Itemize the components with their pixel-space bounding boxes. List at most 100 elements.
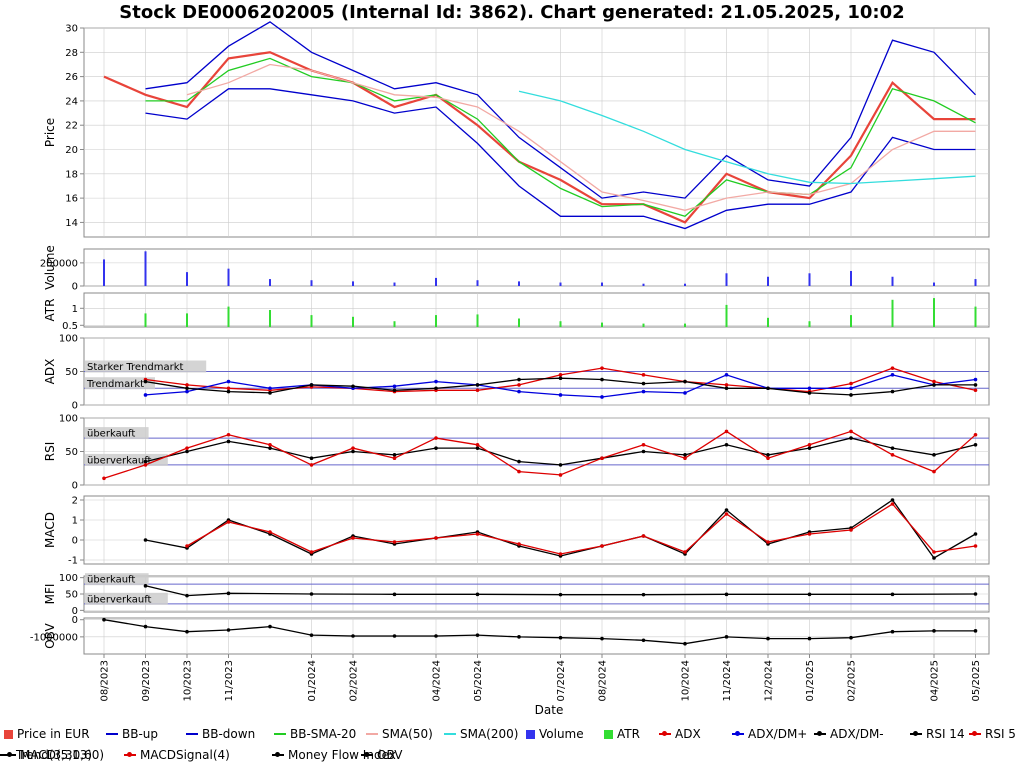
chart-title: Stock DE0006202005 (Internal Id: 3862). … xyxy=(119,2,904,23)
panel-frame-macd xyxy=(83,495,990,565)
ytick-label-volume-1: 200000 xyxy=(40,258,78,269)
panel-rsi: 0 50 100 RSI überkauft überverkauft xyxy=(43,414,990,492)
point-rsi-rsi-14-2 xyxy=(185,449,189,454)
xtick-label-8: 07/2024 xyxy=(556,660,567,702)
ytick-label-atr-0: 0.5 xyxy=(62,321,78,332)
ytick-label-rsi-0: 0 xyxy=(72,481,78,492)
legend-label: ADX xyxy=(675,727,701,741)
point-rsi-rsi-14-9 xyxy=(475,446,480,450)
legend-item: Money Flow Index xyxy=(272,747,396,763)
legend-line xyxy=(366,733,378,735)
point-adx-adx-dm--18 xyxy=(890,373,895,377)
bar-volume-1 xyxy=(144,251,147,286)
bar-volume-11 xyxy=(559,282,562,286)
point-mfi-money-flow-index-6 xyxy=(475,592,480,597)
bar-atr-17 xyxy=(850,315,852,327)
point-obv-obv-3 xyxy=(226,628,231,632)
bar-atr-5 xyxy=(352,316,354,327)
point-macd-macdsignal-4--4 xyxy=(309,550,314,554)
ytick-label-price-0: 14 xyxy=(65,218,78,229)
legend-label: ATR xyxy=(617,727,640,741)
ytick-label-adx-2: 100 xyxy=(59,334,78,345)
point-adx-adx-14 xyxy=(724,383,729,387)
legend-line xyxy=(272,752,284,757)
bar-volume-4 xyxy=(269,279,271,286)
bar-atr-12 xyxy=(642,323,645,327)
legend-label: OBV xyxy=(377,748,403,762)
point-obv-obv-15 xyxy=(724,635,729,639)
legend-label: SMA(200) xyxy=(460,727,519,741)
legend-item: Price in EUR xyxy=(4,726,90,742)
point-rsi-rsi-14-21 xyxy=(973,443,978,447)
point-macd-macd-5-13--14 xyxy=(724,508,729,512)
point-obv-obv-20 xyxy=(932,629,936,633)
ytick-label-macd-0: -1 xyxy=(68,556,78,567)
legend-line xyxy=(444,733,456,735)
point-adx-adx-2 xyxy=(226,386,231,391)
bar-volume-18 xyxy=(850,270,852,286)
point-adx-adx-dm--17 xyxy=(849,386,853,391)
ylabel-adx: ADX xyxy=(43,359,57,385)
point-obv-obv-5 xyxy=(309,633,314,637)
annotation-adx-1: Trendmarkt xyxy=(86,379,144,390)
panel-price: 14 16 18 20 22 24 26 28 30 Price xyxy=(43,21,990,238)
point-adx-adx-dm--11 xyxy=(600,395,604,399)
ytick-label-price-3: 20 xyxy=(65,145,78,156)
annotation-mfi-1: überverkauft xyxy=(87,594,152,605)
bar-atr-14 xyxy=(725,304,728,327)
point-macd-macdsignal-4--9 xyxy=(517,542,521,546)
point-macd-macdsignal-4--12 xyxy=(641,534,646,538)
ytick-label-mfi-0: 0 xyxy=(72,606,78,617)
legend: Price in EUR BB-up BB-down BB-SMA-20 SMA(50)… xyxy=(0,726,1024,768)
xtick-label-14: 02/2025 xyxy=(847,660,858,702)
point-rsi-rsi-14-14 xyxy=(683,453,687,457)
bar-atr-13 xyxy=(684,323,686,327)
point-obv-obv-0 xyxy=(102,617,106,622)
bar-volume-14 xyxy=(684,283,686,286)
xtick-label-11: 11/2024 xyxy=(722,660,733,702)
point-macd-macdsignal-4--1 xyxy=(185,544,189,548)
ytick-label-adx-1: 50 xyxy=(65,367,78,378)
bar-atr-3 xyxy=(269,310,271,327)
point-adx-adx-dm--4 xyxy=(309,383,314,387)
series-price-sma-50- xyxy=(186,63,976,211)
point-rsi-rsi-14-20 xyxy=(932,453,936,457)
bar-volume-15 xyxy=(725,273,728,286)
series-price-bb-down xyxy=(145,88,976,230)
series-obv-obv xyxy=(103,619,976,645)
point-obv-obv-8 xyxy=(434,634,438,638)
ytick-label-macd-1: 0 xyxy=(72,536,78,547)
chart-svg: Stock DE0006202005 (Internal Id: 3862). … xyxy=(30,2,990,717)
legend-line xyxy=(106,733,118,735)
point-obv-obv-12 xyxy=(600,636,604,641)
series-price-bb-up xyxy=(145,21,976,199)
ytick-label-rsi-1: 50 xyxy=(65,447,78,458)
legend-dot xyxy=(127,752,132,757)
point-adx-adx-dm--16 xyxy=(807,386,812,391)
panel-macd: -1 0 1 2 MACD xyxy=(43,495,990,567)
point-mfi-money-flow-index-8 xyxy=(641,592,646,597)
point-obv-obv-6 xyxy=(351,634,355,638)
legend-label: BB-down xyxy=(202,727,256,741)
panel-frame-atr xyxy=(83,292,990,328)
legend-item: RSI 5 xyxy=(969,726,1016,742)
legend-dot xyxy=(275,752,280,757)
point-adx-adx-9 xyxy=(517,383,521,387)
ytick-label-rsi-2: 100 xyxy=(59,414,78,425)
ytick-label-price-4: 22 xyxy=(65,121,78,132)
point-rsi-rsi-5-11 xyxy=(558,473,563,477)
point-adx-adx-dm--6 xyxy=(392,384,397,389)
point-rsi-rsi-5-15 xyxy=(724,429,729,434)
legend-item: BB-SMA-20 xyxy=(274,726,356,742)
legend-label: Volume xyxy=(539,727,584,741)
legend-dot xyxy=(735,731,740,736)
point-adx-adx-dm--20 xyxy=(973,377,978,382)
legend-dot xyxy=(662,731,667,736)
point-rsi-rsi-14-8 xyxy=(434,446,438,450)
point-macd-macdsignal-4--2 xyxy=(226,520,231,524)
legend-item: OBV xyxy=(361,747,403,763)
point-rsi-rsi-14-3 xyxy=(226,439,231,444)
legend-swatch xyxy=(4,729,13,739)
point-adx-adx-dm--12 xyxy=(641,381,646,386)
